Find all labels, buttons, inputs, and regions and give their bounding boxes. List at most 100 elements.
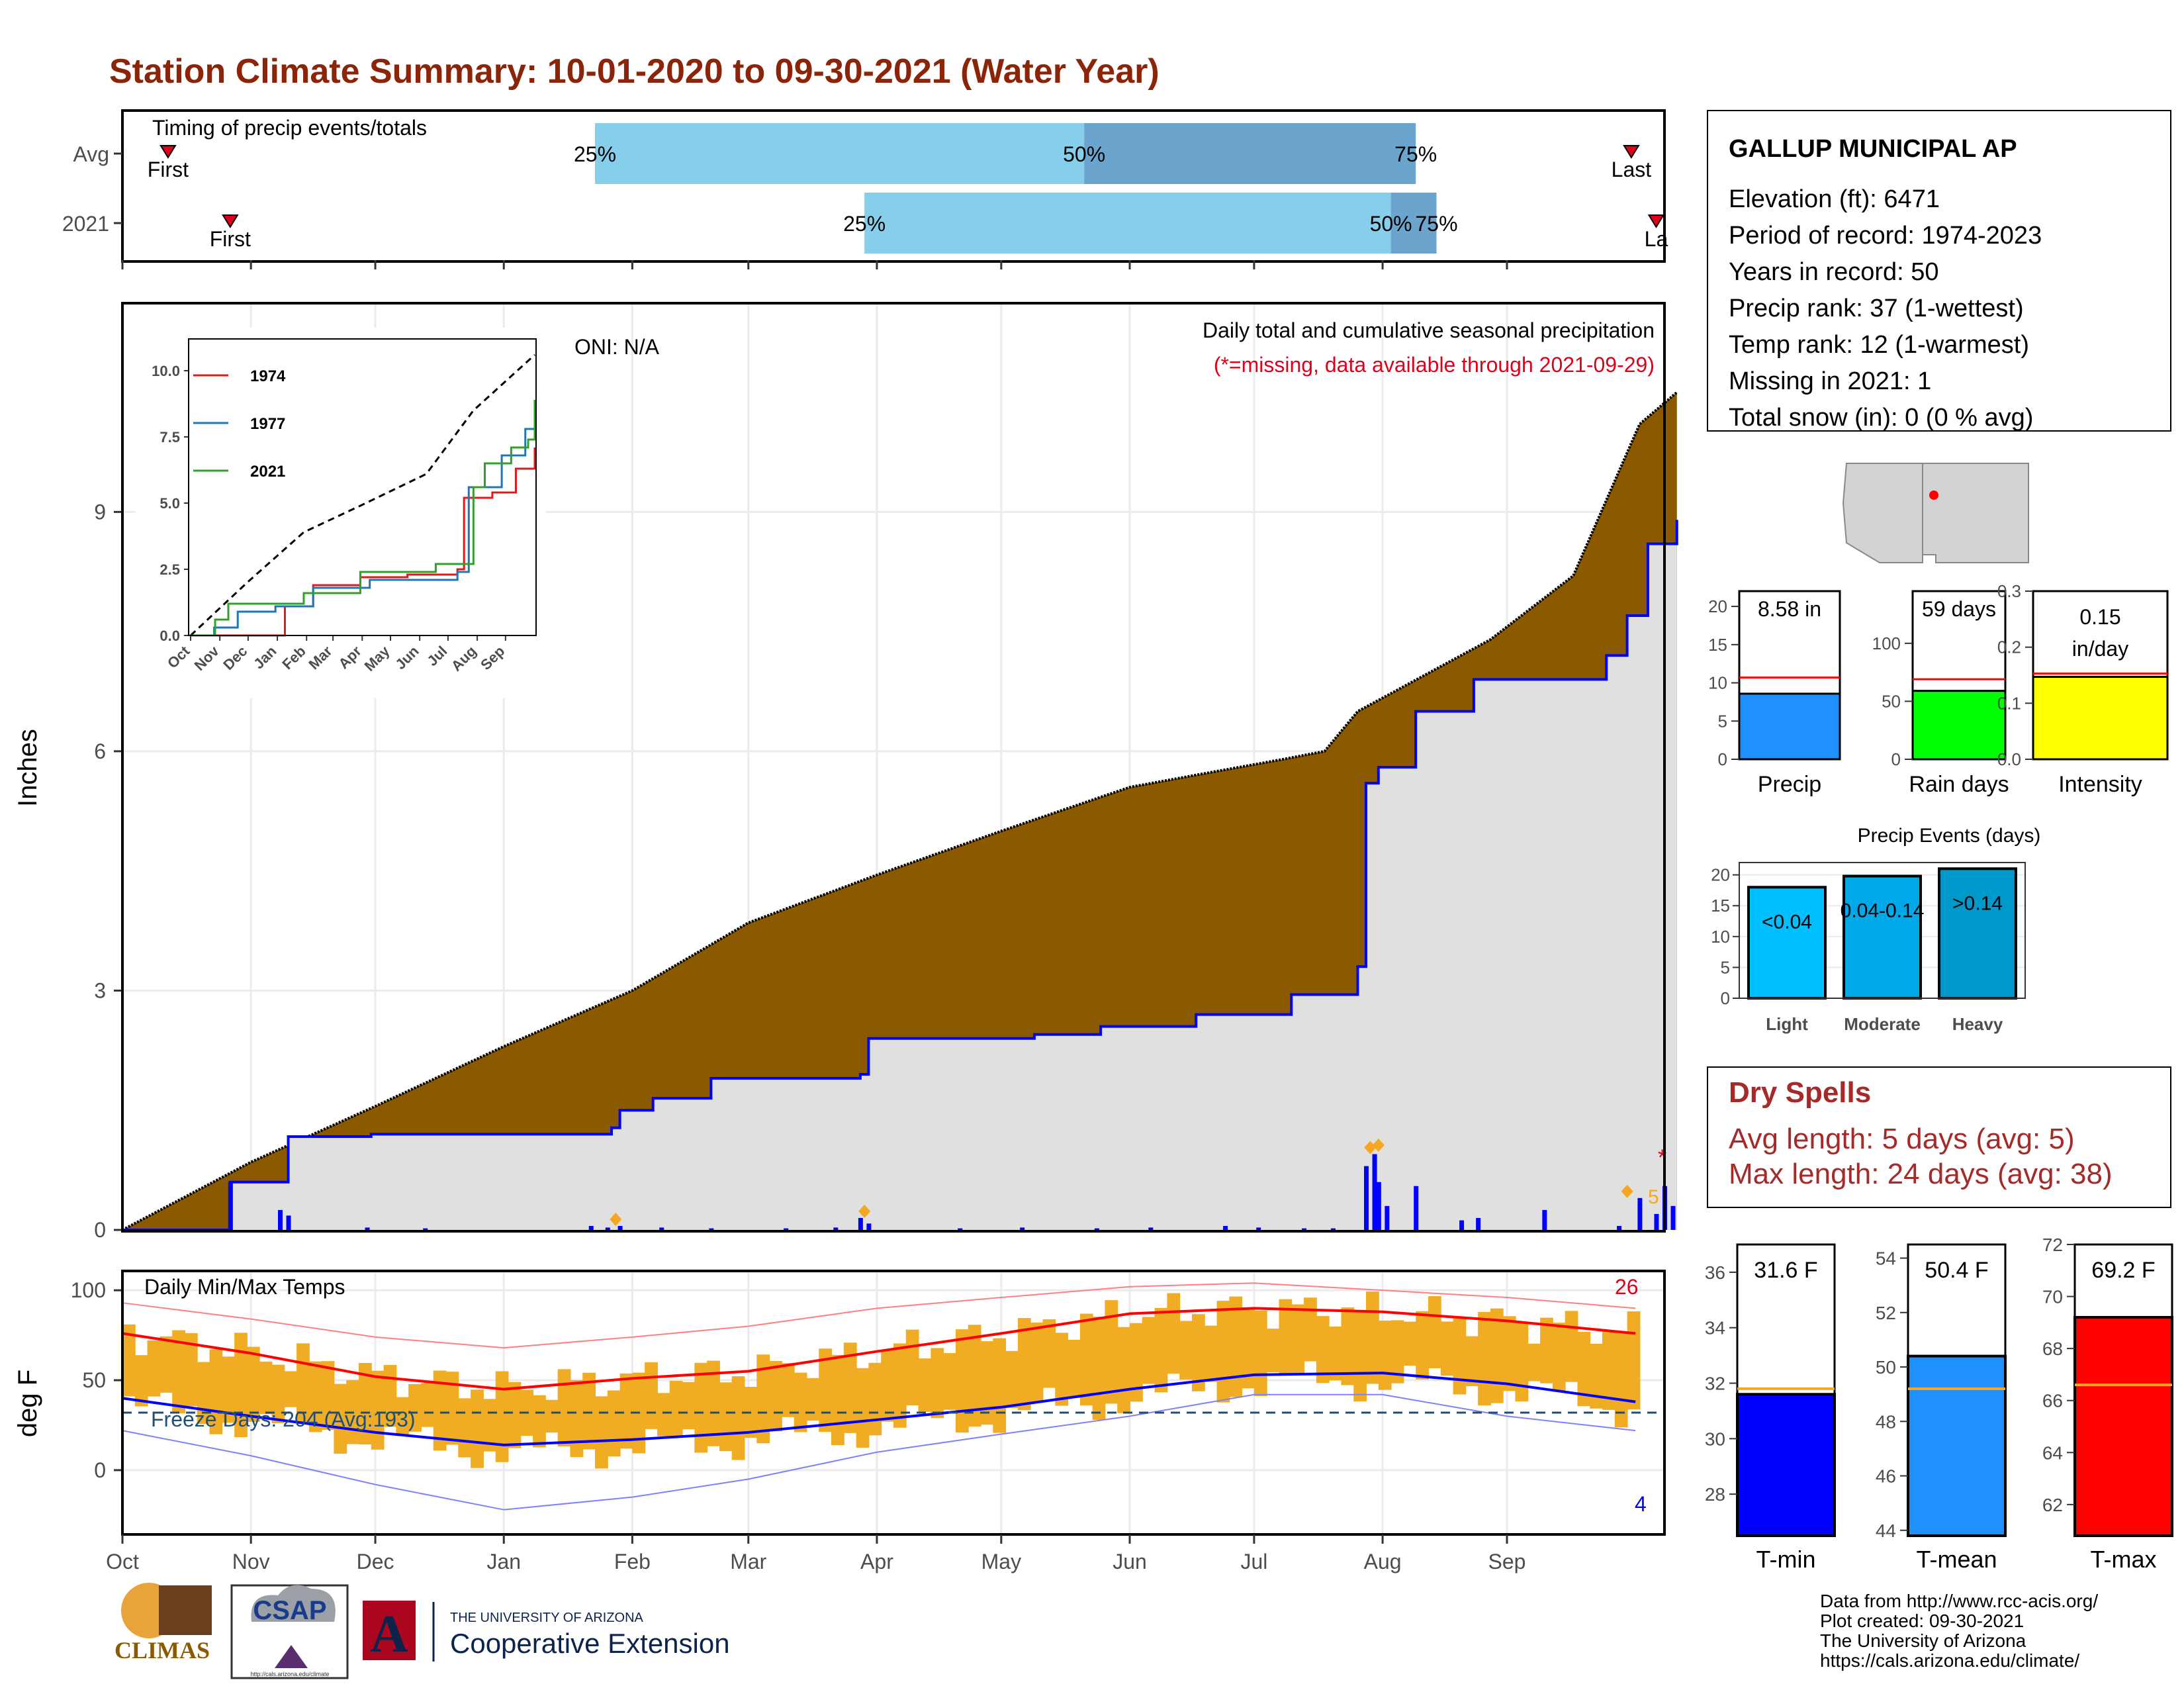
timing-p75-label: 75%: [1415, 212, 1457, 236]
daily-temp-range: [308, 1361, 322, 1432]
summary-bar: [1738, 692, 1841, 761]
inset-ytick-label: 10.0: [152, 363, 180, 379]
tbar-ytick-label: 32: [1705, 1374, 1725, 1394]
daily-temp-range: [1253, 1310, 1267, 1397]
daily-temp-range: [595, 1396, 608, 1469]
daily-temp-range: [1105, 1300, 1118, 1404]
temp-marks: 0 50 100: [71, 1272, 1664, 1533]
timing-p75-label: 75%: [1394, 142, 1437, 166]
daily-precip-bar: [286, 1215, 291, 1230]
events-label: Moderate: [1844, 1014, 1921, 1034]
daily-temp-range: [868, 1362, 882, 1436]
daily-temp-range: [271, 1364, 285, 1424]
daily-temp-range: [1627, 1311, 1641, 1410]
station-line-1: Period of record: 1974-2023: [1729, 222, 2042, 250]
precip-events: Precip Events (days) 05101520<0.04Light0…: [1711, 825, 2040, 1034]
daily-temp-range: [557, 1369, 571, 1447]
daily-temp-range: [359, 1363, 372, 1445]
daily-temp-range: [619, 1373, 633, 1449]
inset-frame: [188, 338, 537, 636]
daily-temp-range: [1068, 1339, 1081, 1398]
cold-count: 4: [1635, 1492, 1647, 1516]
daily-precip-bar: [1617, 1225, 1622, 1230]
dry-title: Dry Spells: [1729, 1076, 1871, 1109]
daily-temp-range: [1390, 1320, 1404, 1383]
precip-ytick-label: 3: [94, 978, 106, 1002]
daily-temp-range: [408, 1384, 422, 1432]
summary-ytick-label: 0: [1718, 749, 1727, 769]
month-label: Feb: [614, 1550, 651, 1573]
station-line-2: Years in record: 50: [1729, 258, 1939, 286]
footer-line-1: Plot created: 09-30-2021: [1820, 1611, 2024, 1631]
events-ytick-label: 15: [1711, 896, 1730, 915]
daily-temp-range: [172, 1330, 185, 1414]
timing-label: Timing of precip events/totals: [152, 116, 427, 140]
daily-temp-range: [1453, 1318, 1467, 1395]
tbar-ytick-label: 46: [1876, 1466, 1896, 1487]
inset-bg: [136, 328, 546, 698]
daily-precip-bar: [833, 1227, 839, 1230]
csap-url: http://cals.arizona.edu/climate: [250, 1671, 329, 1677]
tbar: [1907, 1354, 2007, 1537]
temp-ytick-label: 100: [71, 1278, 106, 1302]
timing-panel: Timing of precip events/totals Avg 25% 50%…: [62, 109, 1668, 269]
tbar-ytick-label: 30: [1705, 1429, 1725, 1449]
events-bar: [1843, 874, 1922, 1000]
tbar-ytick-label: 36: [1705, 1262, 1725, 1283]
tbar-ytick-label: 34: [1705, 1318, 1725, 1338]
daily-precip-bar: [1148, 1227, 1154, 1230]
daily-temp-range: [508, 1382, 522, 1448]
station-line-5: Missing in 2021: 1: [1729, 367, 1931, 395]
daily-temp-range: [1416, 1311, 1429, 1380]
daily-temp-range: [1540, 1317, 1553, 1383]
timing-bar-early: [864, 193, 1391, 254]
summary-ytick-label: 20: [1708, 596, 1727, 616]
temp-ytick-label: 50: [82, 1368, 106, 1392]
daily-temp-range: [931, 1348, 944, 1419]
daily-precip-bar: [423, 1228, 428, 1230]
inset-legend-label: 1977: [250, 415, 285, 433]
daily-temp-range: [533, 1395, 546, 1448]
daily-precip-bar: [659, 1227, 664, 1230]
daily-temp-range: [1428, 1296, 1441, 1368]
daily-precip-bar: [958, 1228, 963, 1230]
daily-temp-range: [570, 1380, 584, 1458]
ua-block: [363, 1601, 416, 1660]
daily-precip-bar: [784, 1228, 789, 1230]
daily-temp-range: [1590, 1343, 1604, 1409]
csap-text: CSAP: [253, 1596, 326, 1625]
daily-temp-range: [1515, 1322, 1529, 1402]
events-bar: [1938, 867, 2017, 1000]
daily-temp-range: [980, 1341, 994, 1425]
daily-temp-range: [1117, 1327, 1131, 1413]
year-cumulative-area: [122, 520, 1677, 1231]
tbar-ytick-label: 50: [1876, 1357, 1896, 1378]
daily-temp-range: [707, 1360, 720, 1446]
tbar-value: 50.4 F: [1925, 1258, 1988, 1283]
precip-event-marker: [858, 1204, 871, 1218]
daily-precip-bar: [1654, 1213, 1659, 1230]
temp-ylabel: deg F: [13, 1370, 42, 1437]
precip-event-marker: [1621, 1184, 1633, 1198]
events-ytick-label: 20: [1711, 865, 1730, 885]
events-ytick-label: 0: [1721, 988, 1730, 1008]
precip-event-marker: [1364, 1141, 1377, 1154]
inset-ytick-label: 5.0: [159, 495, 180, 512]
freeze-label: Freeze Days: 204 (Avg:193): [151, 1407, 416, 1431]
summary-ytick-label: 0.1: [1997, 693, 2021, 713]
daily-temp-range: [1042, 1319, 1056, 1388]
daily-temp-range: [1216, 1301, 1230, 1403]
daily-temp-range: [1366, 1291, 1379, 1384]
daily-temp-range: [1079, 1313, 1093, 1406]
tbar-ytick-label: 52: [1876, 1303, 1896, 1323]
daily-temp-range: [719, 1382, 733, 1452]
daily-temp-range: [918, 1358, 932, 1412]
daily-temp-range: [1291, 1304, 1305, 1374]
events-value: >0.14: [1952, 892, 2003, 914]
daily-temp-range: [184, 1333, 198, 1407]
daily-temp-range: [1341, 1307, 1355, 1385]
timing-bar-early: [595, 123, 1085, 184]
daily-temp-range: [147, 1340, 161, 1397]
ua-big: Cooperative Extension: [450, 1628, 730, 1659]
events-frame: [1739, 862, 2026, 999]
